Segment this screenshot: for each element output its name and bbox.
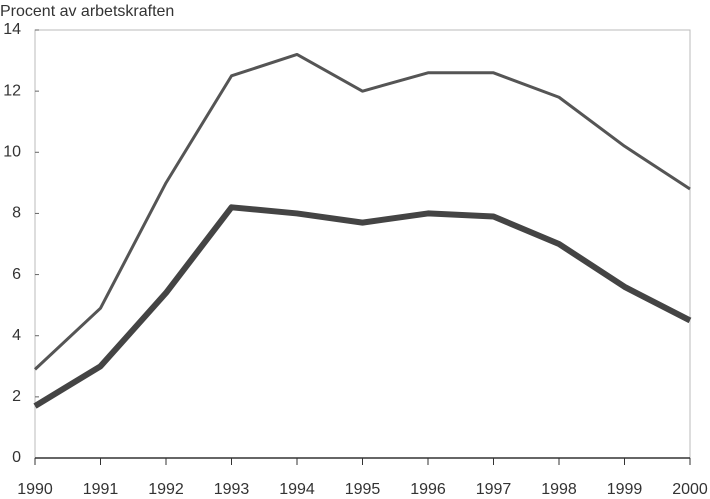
y-axis-label: Procent av arbetskraften <box>0 3 174 20</box>
x-tick-label: 1996 <box>410 481 446 498</box>
x-tick-label: 1994 <box>279 481 315 498</box>
y-tick-label: 6 <box>12 266 21 283</box>
x-tick-label: 1993 <box>214 481 250 498</box>
x-tick-label: 1998 <box>541 481 577 498</box>
x-tick-label: 1997 <box>476 481 512 498</box>
y-tick-label: 0 <box>12 449 21 466</box>
x-tick-label: 1995 <box>345 481 381 498</box>
y-tick-label: 12 <box>3 82 21 99</box>
data-line <box>33 52 691 371</box>
data-line <box>33 204 692 409</box>
y-tick-label: 8 <box>12 205 21 222</box>
x-tick-label: 1999 <box>607 481 643 498</box>
y-tick-label: 2 <box>12 388 21 405</box>
x-tick-label: 2000 <box>672 481 708 498</box>
x-tick-label: 1992 <box>148 481 184 498</box>
x-tick-label: 1991 <box>83 481 119 498</box>
y-tick-label: 10 <box>3 144 21 161</box>
y-tick-label: 14 <box>3 21 21 38</box>
x-tick-label: 1990 <box>17 481 53 498</box>
y-tick-label: 4 <box>12 327 21 344</box>
